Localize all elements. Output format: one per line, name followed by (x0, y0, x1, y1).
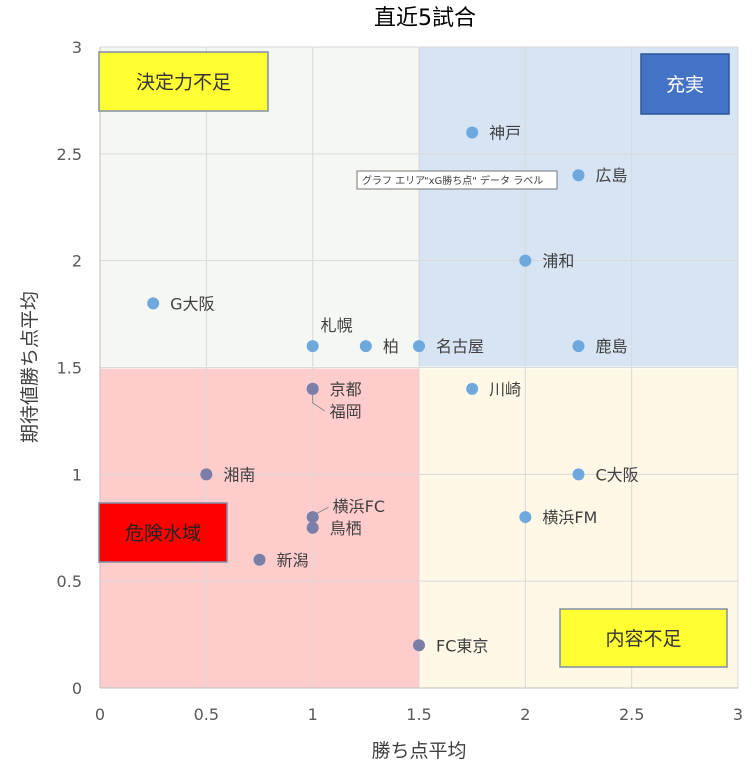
y-tick-labels: 0 0.5 1 1.5 2 2.5 3 (57, 38, 82, 698)
tooltip-text: グラフ エリア (362, 174, 425, 187)
data-point[interactable] (253, 553, 266, 566)
point-label[interactable]: 福岡 (330, 402, 362, 421)
x-tick-label: 1 (308, 705, 318, 724)
data-point[interactable] (306, 340, 319, 353)
data-point[interactable] (359, 340, 372, 353)
axes (99, 47, 738, 689)
point-label[interactable]: 広島 (596, 166, 628, 185)
quadrant-label-box (98, 502, 228, 563)
point-label[interactable]: 鹿島 (596, 337, 628, 356)
point-label[interactable]: 横浜FM (542, 508, 597, 527)
y-tick-label: 2.5 (57, 145, 82, 164)
x-tick-label: 3 (733, 705, 743, 724)
x-tick-label: 1.5 (406, 705, 431, 724)
tooltip-text-2: "xG勝ち点" データ ラベル (424, 174, 543, 187)
data-point[interactable] (200, 468, 213, 481)
leader-line (312, 394, 325, 412)
quadrant-label: 充実 (666, 74, 704, 96)
chart-tooltip: グラフ エリア "xG勝ち点" データ ラベル (356, 170, 558, 190)
point-label[interactable]: G大阪 (170, 294, 214, 313)
x-tick-labels: 0 0.5 1 1.5 2 2.5 3 (95, 705, 743, 724)
data-points[interactable] (147, 126, 585, 652)
y-tick-label: 0 (72, 679, 82, 698)
data-point[interactable] (572, 468, 585, 481)
data-point[interactable] (413, 639, 425, 652)
point-label[interactable]: C大阪 (596, 465, 639, 484)
quadrant-label-box (559, 608, 728, 668)
data-point[interactable] (147, 297, 160, 310)
quadrant-label-box (640, 53, 730, 115)
x-axis-title: 勝ち点平均 (371, 740, 466, 762)
leader-lines (312, 394, 329, 515)
y-tick-label: 1.5 (57, 359, 82, 378)
data-point[interactable] (306, 521, 319, 534)
y-axis-title: 期待値勝ち点平均 (19, 291, 41, 443)
quadrant-label: 内容不足 (605, 628, 681, 650)
leader-line (315, 506, 329, 515)
x-tick-label: 2.5 (619, 705, 644, 724)
y-tick-label: 0.5 (57, 572, 82, 591)
quadrant-label: 危険水域 (125, 523, 201, 545)
x-tick-label: 2 (520, 705, 530, 724)
point-label[interactable]: 湘南 (223, 465, 255, 484)
point-label[interactable]: 神戸 (489, 123, 521, 142)
point-label[interactable]: 柏 (383, 337, 399, 356)
tooltip-box (356, 170, 558, 190)
y-tick-label: 1 (72, 465, 82, 484)
data-point[interactable] (306, 382, 319, 395)
data-point[interactable] (466, 382, 479, 395)
point-label[interactable]: 新潟 (277, 551, 309, 570)
quadrant-label: 決定力不足 (136, 72, 231, 94)
y-tick-label: 2 (72, 252, 82, 271)
data-point[interactable] (466, 126, 479, 139)
quadrant-label-box (98, 51, 269, 112)
data-point[interactable] (572, 340, 585, 353)
x-tick-label: 0 (95, 705, 105, 724)
x-tick-label: 0.5 (194, 705, 219, 724)
data-point[interactable] (306, 511, 319, 524)
point-label[interactable]: 札幌 (321, 316, 353, 335)
y-tick-label: 3 (72, 38, 82, 57)
point-label[interactable]: 浦和 (542, 252, 574, 271)
data-point[interactable] (519, 511, 532, 524)
point-label[interactable]: 川崎 (489, 380, 521, 399)
data-point[interactable] (572, 169, 585, 182)
point-label[interactable]: 京都 (330, 380, 362, 399)
point-label[interactable]: 名古屋 (436, 337, 484, 356)
point-label[interactable]: 鳥栖 (330, 519, 362, 538)
point-label[interactable]: 横浜FC (333, 497, 385, 516)
data-point[interactable] (519, 254, 532, 267)
data-point[interactable] (413, 340, 425, 353)
chart-title: 直近5試合 (374, 6, 476, 31)
point-label[interactable]: FC東京 (436, 636, 488, 655)
